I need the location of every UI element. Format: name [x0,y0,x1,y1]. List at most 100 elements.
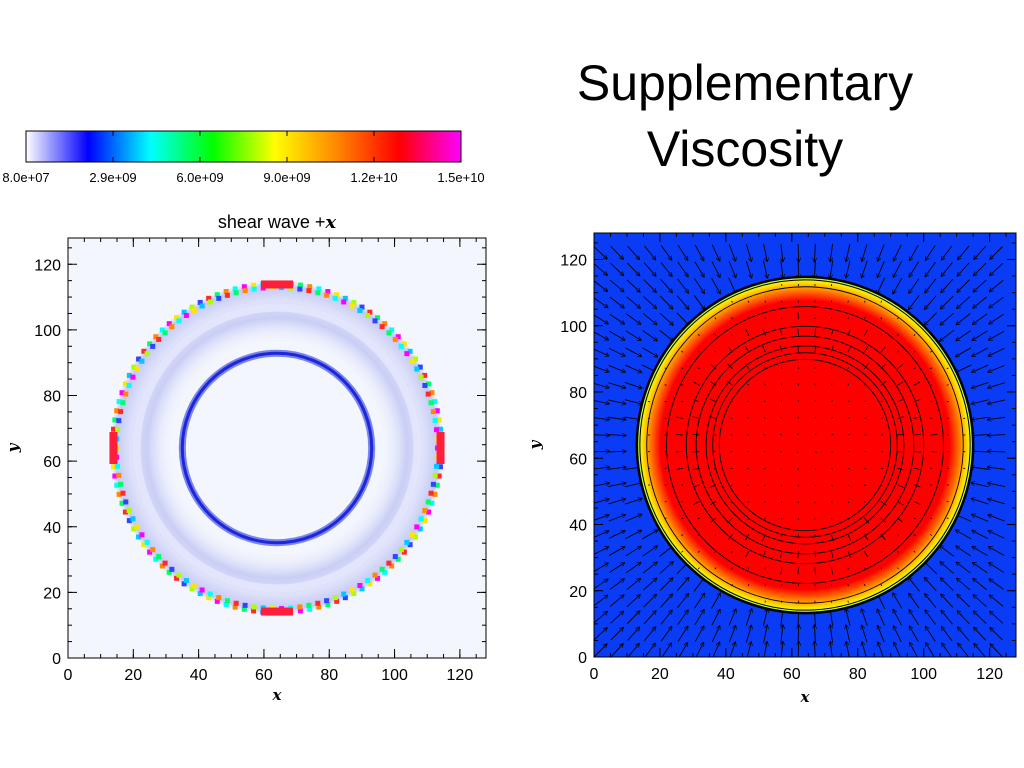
outer-ring-peak [109,432,118,464]
velocity-arrow [830,625,834,643]
velocity-arrows [594,243,1006,657]
outer-ring-cell [206,595,212,601]
interior-arrow [693,381,700,386]
interior-arrow [693,500,700,505]
interior-arrow [847,345,852,353]
velocity-arrow [609,563,625,573]
interior-arrow [780,550,783,558]
interior-arrow [814,451,817,454]
velocity-arrow [989,563,1005,573]
outer-ring-cell [120,400,126,406]
velocity-arrow [609,279,624,292]
interior-arrow [747,583,750,587]
outer-ring-cell [412,356,418,362]
interior-arrow [764,584,766,587]
velocity-arrow [814,243,815,262]
velocity-arrow [957,279,970,293]
interior-arrow [897,500,904,506]
density-disk [636,276,974,614]
interior-arrow [847,501,850,504]
velocity-arrow [877,277,886,294]
interior-arrow [731,317,733,320]
outer-ring-cell [197,299,203,305]
outer-ring-cell [224,292,230,298]
velocity-arrow [626,313,641,325]
velocity-arrow [877,609,885,626]
interior-arrow [731,550,733,553]
velocity-arrow [909,261,919,277]
outer-ring-peak [261,280,293,289]
interior-arrow [814,550,816,559]
velocity-arrow [762,608,767,627]
outer-ring-cell [306,288,312,294]
interior-arrow [897,467,905,471]
interior-arrow [847,417,850,419]
velocity-arrow [627,245,640,259]
outer-ring-cell [316,604,322,610]
velocity-arrow [940,312,954,325]
outer-ring-cell [224,598,230,604]
x-tick-label: 20 [651,666,669,683]
interior-arrow [780,517,783,520]
velocity-arrow [660,262,672,276]
velocity-arrow [987,399,1006,404]
y-tick-label: 0 [578,650,587,667]
interior-arrow [930,517,933,520]
outer-ring-peak [436,432,445,464]
interior-arrow [681,517,684,520]
velocity-arrow [940,546,955,557]
interior-arrow [864,417,867,419]
outer-ring-cell [351,299,357,305]
interior-arrow [913,350,916,353]
x-tick-label: 60 [783,666,801,683]
interior-arrow [897,333,899,336]
velocity-arrow [626,611,640,624]
interior-arrow [814,416,816,419]
interior-arrow [930,384,933,386]
interior-arrow [780,399,783,403]
velocity-arrow [956,313,971,325]
outer-ring-cell [147,549,153,555]
outer-ring-cell [189,304,195,310]
interior-arrow [692,484,700,488]
interior-arrow [681,367,684,370]
outer-ring-cell [315,600,321,606]
outer-ring-cell [409,358,415,364]
right-plot-ylabel: y [526,439,544,450]
velocity-arrow [608,531,625,539]
velocity-arrow [956,330,971,341]
velocity-arrow [972,546,988,557]
velocity-arrow [908,295,920,309]
interior-arrow [664,400,667,403]
interior-arrow [863,567,866,570]
interior-arrow [847,329,851,336]
outer-ring-cell [251,604,257,610]
outer-ring-cell [241,606,247,612]
outer-ring-cell [183,578,189,584]
outer-ring-cell [349,587,355,593]
interior-arrow [730,484,733,487]
velocity-arrow [693,295,705,309]
velocity-arrow [941,627,953,642]
left-plot-ylabel: y [4,442,22,453]
velocity-arrow [746,244,751,261]
interior-arrow [762,550,766,558]
interior-arrow [847,600,849,603]
outer-ring-cell [372,572,378,578]
contour-line [712,352,898,538]
velocity-arrow [642,347,657,357]
outer-ring-cell [425,499,431,505]
interior-arrows [648,283,966,603]
velocity-arrow [625,364,641,372]
velocity-arrow [626,262,640,276]
y-tick-label: 20 [569,584,587,601]
colorbar-tick-label: 8.0e+07 [2,170,49,185]
disk-edge-contour [635,275,975,615]
interior-arrow [814,328,816,336]
interior-arrow [692,416,700,419]
velocity-arrow [957,262,970,276]
interior-arrow [681,384,684,386]
velocity-arrow [661,643,672,657]
outer-ring-cell [389,327,395,333]
velocity-arrow [989,313,1004,324]
